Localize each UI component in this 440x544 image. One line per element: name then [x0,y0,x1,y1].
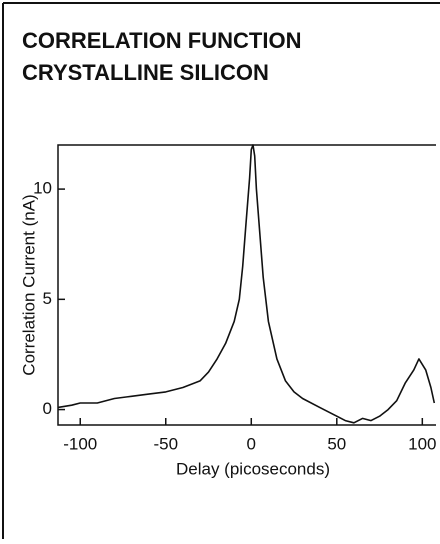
axis-frame [57,144,436,426]
x-tick-label: 100 [408,434,436,453]
y-axis-label: Correlation Current (nA) [19,194,38,375]
y-tick-label: 5 [43,289,52,308]
x-tick-label: 0 [247,434,256,453]
chart-title: CORRELATION FUNCTION [22,28,301,53]
y-tick-label: 0 [43,399,52,418]
x-tick-label: -100 [63,434,97,453]
y-tick-label: 10 [33,179,52,198]
x-tick-label: 50 [327,434,346,453]
chart-title: CRYSTALLINE SILICON [22,60,269,85]
x-axis-label: Delay (picoseconds) [176,459,330,478]
data-line [57,144,436,424]
x-tick-label: -50 [153,434,178,453]
